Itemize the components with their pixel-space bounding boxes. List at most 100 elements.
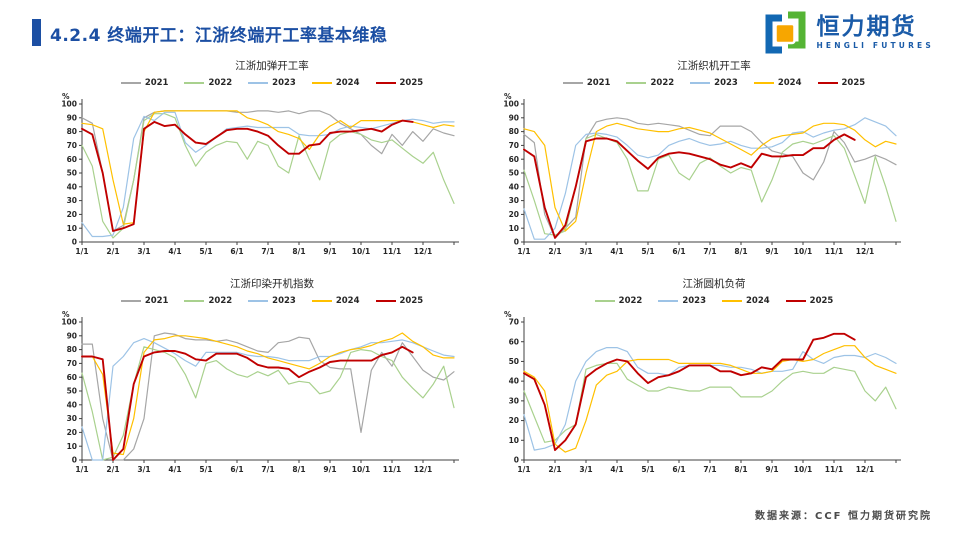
x-tick-label: 5/1 <box>641 465 654 474</box>
y-tick-label: 30 <box>509 396 519 405</box>
legend-label: 2025 <box>399 296 424 306</box>
x-tick-label: 7/1 <box>703 465 716 474</box>
y-axis-unit: % <box>504 310 512 319</box>
x-tick-label: 2/1 <box>548 465 561 474</box>
chart-legend: 2021 2022 2023 2024 2025 <box>52 78 466 88</box>
x-tick-label: 2/1 <box>106 247 119 256</box>
legend-label: 2023 <box>272 296 296 306</box>
legend-label: 2022 <box>208 78 233 88</box>
legend-swatch-2021 <box>120 300 141 302</box>
y-tick-label: 80 <box>509 127 519 136</box>
y-tick-label: 50 <box>509 357 519 366</box>
chart-plot: % 0 10 20 30 40 50 60 70 80 90 100 1/1 2/1 3/1 4/1 5/1 6/… <box>61 310 459 474</box>
chart-dyeing-index: 江浙印染开机指数 2021 2022 2023 2024 2025 % 0 10 20 30 40… <box>52 276 466 480</box>
series-line-2024 <box>523 122 897 232</box>
chart-texturing-rate: 江浙加弹开工率 2021 2022 2023 2024 2025 % 0 10 20 30 40 5… <box>52 58 466 262</box>
legend-item-2023: 2023 <box>248 78 296 88</box>
title-accent-bar <box>32 19 41 46</box>
x-tick-label: 4/1 <box>610 247 623 256</box>
x-tick-label: 7/1 <box>261 247 274 256</box>
x-tick-label: 5/1 <box>641 247 654 256</box>
legend-item-2021: 2021 <box>120 296 168 306</box>
legend-swatch-2022 <box>594 300 615 302</box>
x-tick-label: 2/1 <box>548 247 561 256</box>
y-tick-label: 30 <box>509 196 519 205</box>
x-tick-label: 3/1 <box>137 247 150 256</box>
legend-item-2022: 2022 <box>184 78 232 88</box>
y-tick-label: 0 <box>514 456 519 465</box>
y-tick-label: 40 <box>509 182 519 191</box>
chart-title: 江浙圆机负荷 <box>682 278 746 290</box>
x-tick-label: 10/1 <box>352 465 370 474</box>
legend-item-2023: 2023 <box>248 296 296 306</box>
logo-icon <box>765 11 806 54</box>
x-tick-label: 10/1 <box>352 247 370 256</box>
x-tick-label: 4/1 <box>168 247 181 256</box>
legend-label: 2021 <box>144 78 169 88</box>
series-line-2022 <box>523 133 897 236</box>
chart-title: 江浙印染开机指数 <box>230 278 314 290</box>
y-tick-label: 20 <box>67 210 77 219</box>
legend-label: 2022 <box>618 296 643 306</box>
logo-name: 恒力期货 <box>816 14 917 41</box>
legend-item-2023: 2023 <box>690 78 738 88</box>
x-tick-label: 7/1 <box>261 465 274 474</box>
y-axis-unit: % <box>62 92 70 101</box>
chart-loom-rate: 江浙织机开工率 2021 2022 2023 2024 2025 % 0 10 20 30 40 5… <box>494 58 908 262</box>
legend-label: 2023 <box>714 78 738 88</box>
y-tick-label: 60 <box>67 155 77 164</box>
legend-swatch-2025 <box>375 82 396 84</box>
x-tick-label: 12/1 <box>856 465 874 474</box>
x-tick-label: 6/1 <box>672 465 685 474</box>
legend-item-2025: 2025 <box>375 296 424 306</box>
legend-item-2024: 2024 <box>753 78 802 88</box>
series-line-2022 <box>81 346 455 461</box>
y-tick-label: 10 <box>509 436 519 445</box>
legend-label: 2025 <box>399 78 424 88</box>
x-tick-label: 8/1 <box>734 465 747 474</box>
x-tick-label: 12/1 <box>414 465 432 474</box>
logo-blue-bracket <box>765 14 783 54</box>
y-tick-label: 70 <box>67 141 77 150</box>
y-tick-label: 0 <box>72 238 77 247</box>
x-tick-label: 12/1 <box>856 247 874 256</box>
chart-plot: % 0 10 20 30 40 50 60 70 80 90 100 1/1 2/1 3/1 4/1 5/1 6/… <box>503 92 901 256</box>
x-tick-label: 4/1 <box>610 465 623 474</box>
legend-swatch-2025 <box>375 300 396 302</box>
x-tick-label: 10/1 <box>794 247 812 256</box>
legend-item-2022: 2022 <box>626 78 674 88</box>
x-tick-label: 6/1 <box>672 247 685 256</box>
legend-swatch-2021 <box>562 82 583 84</box>
legend-label: 2025 <box>841 78 866 88</box>
y-tick-label: 50 <box>67 169 77 178</box>
y-tick-label: 70 <box>67 359 77 368</box>
legend-item-2022: 2022 <box>594 296 643 306</box>
y-tick-label: 100 <box>61 318 77 327</box>
legend-label: 2024 <box>335 78 360 88</box>
x-tick-label: 11/1 <box>825 465 843 474</box>
x-tick-label: 6/1 <box>230 465 243 474</box>
series-line-2022 <box>81 113 455 239</box>
x-tick-label: 11/1 <box>825 247 843 256</box>
legend-swatch-2024 <box>311 300 332 302</box>
legend-swatch-2023 <box>248 82 269 84</box>
series-line-2023 <box>523 117 897 240</box>
legend-label: 2023 <box>682 296 706 306</box>
y-tick-label: 100 <box>503 100 519 109</box>
y-tick-label: 30 <box>67 414 77 423</box>
data-source-note: 数据来源：CCF 恒力期货研究院 <box>755 511 932 522</box>
y-tick-label: 90 <box>67 331 77 340</box>
legend-label: 2025 <box>809 296 834 306</box>
logo-subname: HENGLI FUTURES <box>816 41 934 51</box>
legend-label: 2024 <box>335 296 360 306</box>
x-tick-label: 3/1 <box>579 247 592 256</box>
x-tick-label: 11/1 <box>383 247 401 256</box>
y-tick-label: 0 <box>514 238 519 247</box>
legend-label: 2024 <box>746 296 770 306</box>
legend-swatch-2022 <box>184 82 205 84</box>
y-tick-label: 10 <box>67 442 77 451</box>
legend-swatch-2021 <box>120 82 141 84</box>
legend-item-2024: 2024 <box>311 78 360 88</box>
charts-grid: 江浙加弹开工率 2021 2022 2023 2024 2025 % 0 10 20 30 40 5… <box>52 58 908 480</box>
